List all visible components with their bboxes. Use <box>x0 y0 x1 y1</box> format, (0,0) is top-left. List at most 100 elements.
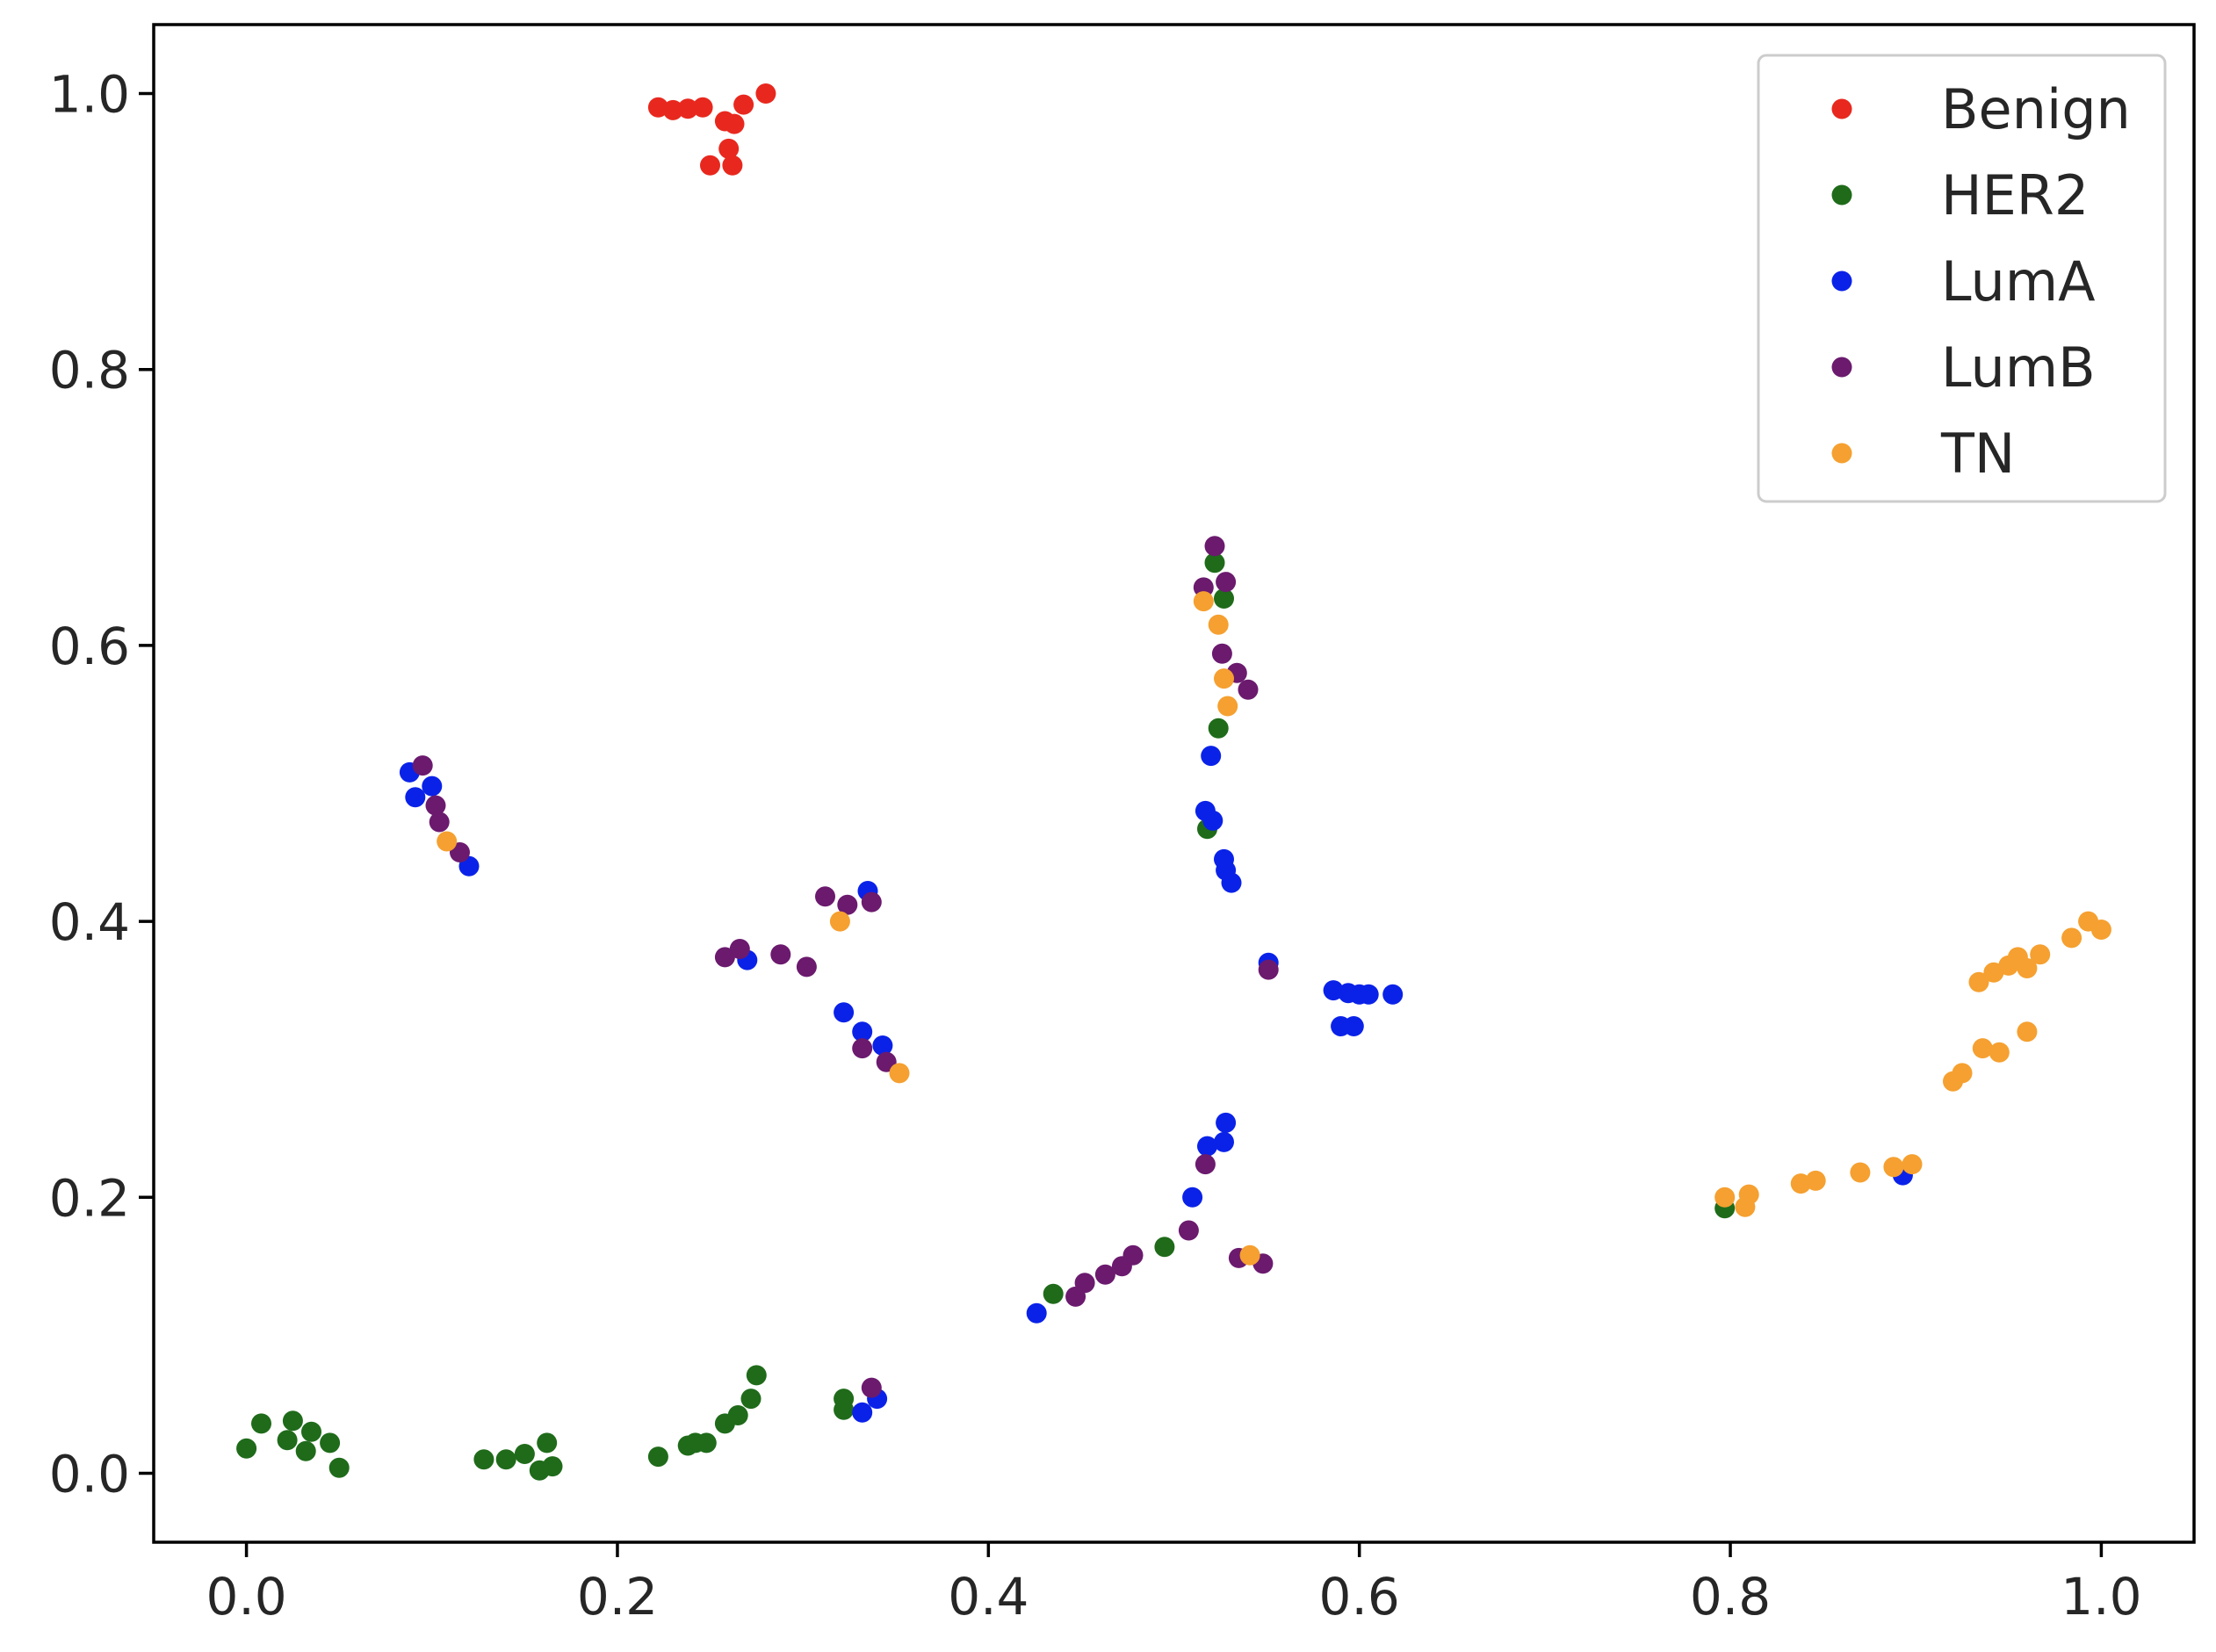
data-point-her2-17 <box>696 1432 717 1454</box>
data-point-lumb-16 <box>1094 1264 1115 1285</box>
data-point-benign-10 <box>755 83 776 104</box>
axes-frame <box>152 23 2196 1544</box>
data-point-tn-4 <box>1208 614 1229 635</box>
series-benign <box>647 83 776 176</box>
data-point-benign-4 <box>700 155 720 176</box>
data-point-lumb-7 <box>796 956 817 977</box>
data-point-tn-19 <box>1972 1038 1993 1059</box>
data-point-tn-2 <box>889 1063 910 1084</box>
data-point-benign-6 <box>718 138 740 159</box>
data-point-luma-11 <box>1026 1302 1047 1324</box>
data-point-luma-9 <box>852 1402 873 1423</box>
data-point-her2-29 <box>1214 588 1234 609</box>
data-point-lumb-5 <box>729 939 750 959</box>
data-point-lumb-4 <box>714 947 735 968</box>
data-point-her2-7 <box>328 1457 350 1478</box>
data-point-tn-3 <box>1193 591 1214 612</box>
series-her2 <box>236 552 1736 1481</box>
data-point-lumb-29 <box>1258 959 1279 980</box>
legend-label-luma: LumA <box>1941 249 2096 314</box>
x-tick-label-0: 0.0 <box>206 1567 286 1627</box>
data-point-lumb-26 <box>1238 679 1259 700</box>
data-point-tn-7 <box>1239 1244 1260 1266</box>
data-point-her2-1 <box>251 1413 271 1434</box>
data-point-her2-13 <box>542 1456 563 1477</box>
y-tick-label-1: 0.2 <box>49 1168 130 1228</box>
data-point-her2-0 <box>236 1438 257 1459</box>
data-point-tn-12 <box>1805 1170 1826 1191</box>
data-point-tn-8 <box>1714 1187 1736 1208</box>
x-tick-label-1: 0.2 <box>577 1567 658 1627</box>
data-point-tn-27 <box>2061 927 2082 949</box>
legend-label-lumb: LumB <box>1941 335 2096 400</box>
data-point-lumb-9 <box>837 894 858 915</box>
data-point-her2-19 <box>727 1405 748 1425</box>
data-point-tn-14 <box>1883 1157 1904 1178</box>
data-point-luma-6 <box>852 1021 873 1042</box>
data-point-luma-1 <box>405 787 426 808</box>
data-point-benign-7 <box>722 155 743 176</box>
series-lumb <box>412 536 1279 1398</box>
data-point-tn-21 <box>1989 1042 2010 1063</box>
x-tick-label-2: 0.4 <box>948 1567 1029 1627</box>
data-point-tn-18 <box>1968 971 1989 992</box>
legend: Benign HER2 LumA LumB TN <box>1757 54 2167 503</box>
data-point-lumb-24 <box>1216 572 1237 593</box>
data-point-her2-25 <box>1154 1237 1175 1258</box>
data-point-luma-14 <box>1197 1136 1217 1157</box>
data-point-luma-15 <box>1201 746 1222 767</box>
data-point-tn-13 <box>1850 1162 1871 1183</box>
data-points <box>236 83 2111 1481</box>
data-point-her2-8 <box>473 1449 494 1470</box>
data-point-her2-20 <box>740 1389 762 1410</box>
data-point-luma-29 <box>1382 984 1404 1005</box>
data-point-tn-24 <box>2017 1021 2038 1042</box>
x-tick-label-4: 0.8 <box>1690 1567 1771 1627</box>
x-tick-label-3: 0.6 <box>1319 1567 1400 1627</box>
data-point-her2-5 <box>301 1421 321 1442</box>
data-point-lumb-15 <box>1074 1273 1095 1294</box>
data-point-her2-3 <box>282 1410 303 1432</box>
data-point-luma-28 <box>1358 984 1379 1005</box>
data-point-tn-5 <box>1214 668 1234 689</box>
data-point-luma-26 <box>1343 1016 1364 1036</box>
series-tn <box>437 591 2111 1266</box>
data-point-lumb-18 <box>1122 1244 1144 1266</box>
data-point-lumb-6 <box>770 944 791 965</box>
data-point-her2-14 <box>647 1446 668 1468</box>
data-point-tn-26 <box>2030 944 2051 965</box>
data-point-her2-12 <box>537 1432 558 1454</box>
data-point-tn-6 <box>1217 696 1238 717</box>
data-point-her2-2 <box>277 1430 298 1451</box>
data-point-lumb-1 <box>425 795 446 816</box>
data-point-tn-25 <box>2017 958 2038 978</box>
data-point-luma-5 <box>834 1002 855 1023</box>
data-point-lumb-20 <box>1195 1154 1216 1175</box>
data-point-tn-0 <box>437 831 458 852</box>
data-point-her2-9 <box>495 1449 516 1470</box>
legend-label-her2: HER2 <box>1941 163 2089 227</box>
data-point-lumb-22 <box>1204 536 1225 557</box>
legend-marker-luma <box>1831 271 1852 292</box>
x-tick-label-5: 1.0 <box>2061 1567 2141 1627</box>
legend-label-tn: TN <box>1940 422 2015 486</box>
legend-box <box>1757 54 2167 503</box>
data-point-tn-10 <box>1738 1184 1759 1205</box>
data-point-tn-29 <box>2090 920 2111 940</box>
legend-marker-benign <box>1831 98 1852 119</box>
data-point-luma-12 <box>1182 1187 1203 1208</box>
data-point-luma-20 <box>1216 1112 1237 1133</box>
data-point-lumb-2 <box>429 812 450 833</box>
legend-marker-her2 <box>1831 184 1852 206</box>
data-point-tn-15 <box>1902 1154 1923 1175</box>
data-point-tn-17 <box>1952 1063 1973 1084</box>
data-point-tn-1 <box>829 911 850 932</box>
legend-label-benign: Benign <box>1941 77 2131 141</box>
legend-marker-tn <box>1831 443 1852 464</box>
y-tick-label-3: 0.6 <box>49 617 130 676</box>
data-point-lumb-23 <box>1211 643 1232 664</box>
y-tick-label-5: 1.0 <box>49 65 130 125</box>
data-point-luma-2 <box>422 776 443 797</box>
data-point-her2-24 <box>1043 1283 1064 1304</box>
data-point-her2-21 <box>746 1365 767 1386</box>
